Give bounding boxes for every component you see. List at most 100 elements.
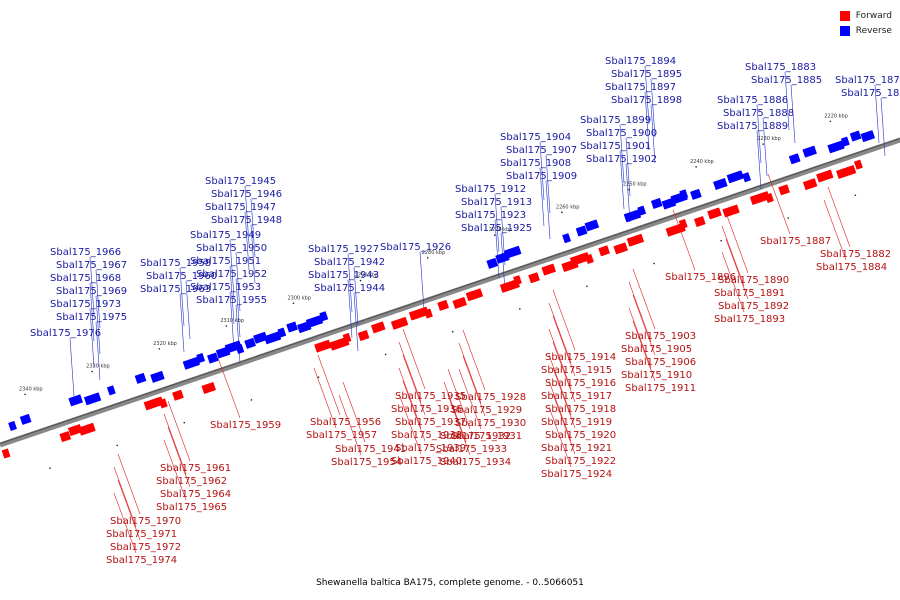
- tick-label: 2330 kbp: [86, 364, 110, 370]
- reverse-gene: [19, 413, 32, 425]
- reverse-gene: [182, 356, 201, 370]
- forward-gene-label: Sbal175_1887: [760, 236, 831, 247]
- reverse-gene: [742, 172, 751, 183]
- forward-gene-label: Sbal175_1931: [451, 431, 522, 442]
- reverse-leader: [419, 251, 425, 311]
- reverse-gene-label: Sbal175_1897: [605, 82, 676, 93]
- forward-gene: [693, 216, 706, 228]
- tick-label: 2300 kbp: [287, 295, 311, 301]
- reverse-gene: [263, 331, 282, 345]
- reverse-gene: [713, 177, 728, 191]
- reverse-leader: [644, 91, 650, 151]
- reverse-gene-label: Sbal175_1923: [455, 210, 526, 221]
- reverse-gene: [106, 385, 116, 396]
- forward-gene: [613, 242, 629, 255]
- forward-gene-label: Sbal175_1928: [455, 392, 526, 403]
- tick-dot: [762, 143, 765, 145]
- tick-dot: [720, 239, 722, 242]
- forward-leader: [217, 357, 241, 419]
- forward-gene: [158, 398, 168, 409]
- forward-leader: [548, 406, 572, 468]
- reverse-leader: [179, 293, 185, 353]
- reverse-leader: [250, 224, 256, 284]
- reverse-gene: [244, 337, 256, 349]
- reverse-leader: [235, 252, 241, 312]
- forward-gene: [370, 321, 386, 334]
- forward-gene-label: Sbal175_1924: [541, 469, 612, 480]
- reverse-leader: [95, 269, 101, 329]
- reverse-gene-label: Sbal175_1969: [56, 286, 127, 297]
- reverse-gene-label: Sbal175_1913: [461, 197, 532, 208]
- genome-axis: [0, 137, 900, 448]
- reverse-gene: [584, 219, 600, 232]
- tick-label: 2270 kbp: [489, 227, 513, 233]
- reverse-gene: [690, 188, 702, 200]
- reverse-leader: [235, 278, 241, 338]
- forward-leader: [398, 341, 422, 403]
- tick-dot: [158, 347, 161, 350]
- genome-axis-edge: [0, 137, 900, 445]
- forward-gene: [201, 381, 217, 395]
- reverse-leader: [235, 304, 241, 364]
- forward-gene: [722, 204, 740, 218]
- legend-item-reverse: Reverse: [839, 23, 892, 38]
- forward-gene-label: Sbal175_1936: [391, 404, 462, 415]
- forward-gene-label: Sbal175_1914: [545, 352, 616, 363]
- tick-label: 2250 kbp: [623, 182, 647, 188]
- tick-dot: [519, 308, 521, 310]
- tick-dot: [317, 376, 320, 378]
- forward-gene: [342, 332, 352, 344]
- reverse-gene-label: Sbal175_1912: [455, 184, 526, 195]
- forward-gene-label: Sbal175_1890: [718, 275, 789, 286]
- forward-gene: [1, 448, 11, 459]
- forward-leader: [167, 400, 191, 462]
- tick-label: 2340 kbp: [19, 386, 43, 392]
- tick-dot: [695, 166, 697, 168]
- forward-leader: [823, 199, 847, 261]
- forward-gene-label: Sbal175_1972: [110, 542, 181, 553]
- reverse-gene: [726, 170, 745, 184]
- tick-dot: [787, 217, 790, 219]
- reverse-leader: [89, 282, 95, 342]
- forward-gene-label: Sbal175_1930: [455, 418, 526, 429]
- tick-label: 2280 kbp: [422, 250, 446, 256]
- forward-gene: [357, 329, 370, 342]
- forward-leader: [398, 367, 422, 429]
- reverse-gene-label: Sbal175_1947: [205, 202, 276, 213]
- forward-leader: [163, 413, 187, 475]
- forward-gene: [598, 245, 611, 257]
- forward-leader: [313, 367, 337, 429]
- reverse-leader: [353, 292, 359, 352]
- forward-gene: [78, 422, 96, 436]
- forward-gene-label: Sbal175_1956: [310, 417, 381, 428]
- tick-dot: [829, 120, 832, 123]
- forward-gene-label: Sbal175_1891: [714, 288, 785, 299]
- forward-gene-label: Sbal175_1964: [160, 489, 231, 500]
- forward-leader: [628, 281, 652, 343]
- reverse-gene: [150, 370, 165, 383]
- forward-gene-label: Sbal175_1954: [331, 457, 402, 468]
- tick-dot: [451, 330, 454, 333]
- genome-caption: Shewanella baltica BA175, complete genom…: [316, 578, 584, 588]
- forward-gene-label: Sbal175_1957: [306, 430, 377, 441]
- legend-reverse-label: Reverse: [855, 25, 892, 36]
- reverse-swatch: [839, 25, 850, 36]
- forward-gene: [424, 308, 433, 319]
- forward-gene-label: Sbal175_1905: [621, 344, 692, 355]
- reverse-gene-label: Sbal175_1901: [580, 141, 651, 152]
- reverse-gene-label: Sbal175_1966: [50, 247, 121, 258]
- forward-gene-label: Sbal175_1941: [335, 444, 406, 455]
- reverse-gene-label: Sbal175_1967: [56, 260, 127, 271]
- tick-dot: [426, 257, 429, 259]
- reverse-gene-label: Sbal175_1942: [314, 257, 385, 268]
- forward-gene: [816, 169, 834, 183]
- reverse-leader: [756, 104, 762, 164]
- forward-leader: [628, 307, 652, 369]
- reverse-gene-label: Sbal175_1951: [190, 256, 261, 267]
- forward-leader: [342, 381, 366, 443]
- forward-leader: [725, 238, 749, 300]
- reverse-gene: [840, 136, 850, 147]
- forward-gene: [585, 253, 594, 265]
- forward-leader: [338, 394, 362, 456]
- forward-gene: [853, 159, 863, 170]
